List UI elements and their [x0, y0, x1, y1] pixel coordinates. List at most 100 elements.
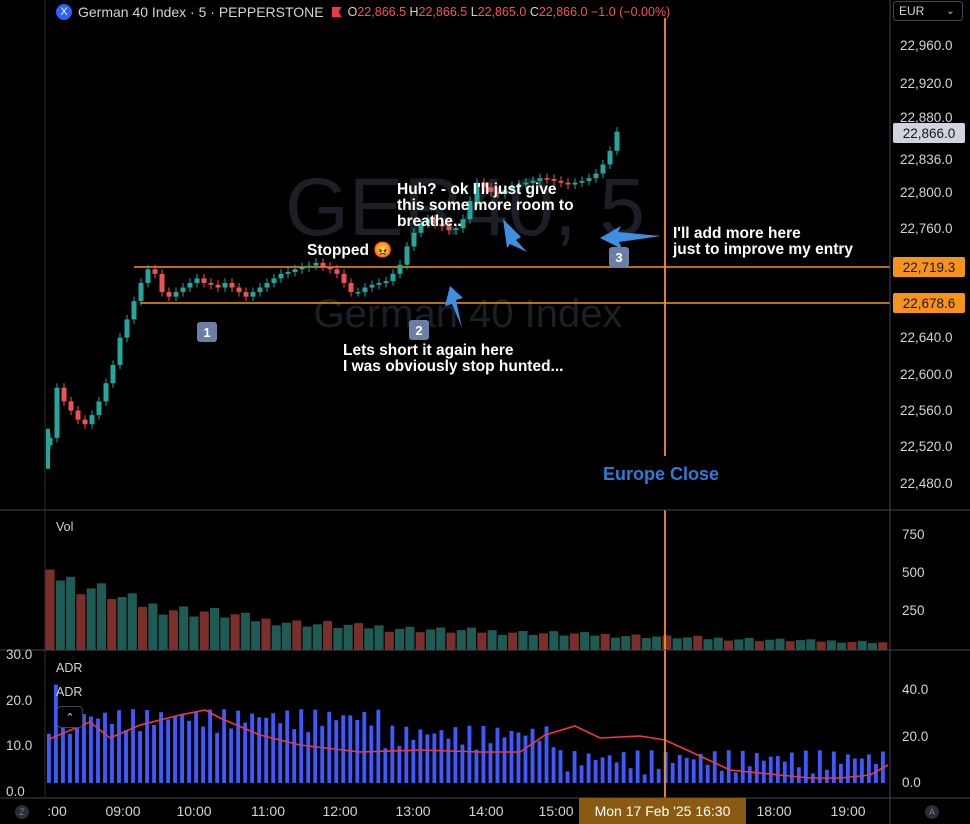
- candle-body: [404, 246, 410, 265]
- adr-bar: [103, 712, 107, 783]
- volume-bar: [415, 632, 425, 650]
- adr-bar: [656, 768, 661, 783]
- volume-bar: [230, 614, 240, 650]
- candle-body: [355, 292, 361, 294]
- price-axis-label: 22,480.0: [900, 476, 953, 491]
- annotation-huh[interactable]: Huh? - ok I'll just give this some more …: [397, 181, 574, 230]
- watermark-subtitle: German 40 Index: [313, 292, 622, 336]
- candle-body: [439, 223, 445, 227]
- adr-bar: [292, 729, 297, 783]
- candle-body: [180, 287, 186, 293]
- badge-1[interactable]: 1: [197, 322, 217, 342]
- symbol-title[interactable]: German 40 Index · 5 · PEPPERSTONE: [78, 4, 324, 20]
- volume-axis-label: 250: [902, 603, 925, 618]
- volume-bar: [734, 639, 744, 650]
- candle-body: [145, 269, 151, 283]
- adr-bar: [131, 709, 135, 783]
- time-axis-label: 12:00: [322, 803, 358, 819]
- volume-bar: [744, 638, 754, 650]
- timezone-z-icon[interactable]: Z: [15, 805, 29, 819]
- adr-label-2[interactable]: ADR: [56, 685, 83, 699]
- adr-label-1[interactable]: ADR: [56, 661, 83, 675]
- candle-body: [313, 262, 319, 266]
- volume-bar: [538, 633, 549, 650]
- candle-body: [544, 178, 550, 180]
- adr-bar: [243, 722, 248, 783]
- annotation-europe-close[interactable]: Europe Close: [603, 464, 720, 484]
- volume-bar: [343, 624, 353, 650]
- price-axis-label: 22,836.0: [900, 152, 953, 167]
- adr-bar: [698, 753, 703, 783]
- adr-bar: [817, 750, 822, 783]
- volume-bar: [271, 625, 281, 650]
- volume-label[interactable]: Vol: [56, 520, 74, 534]
- adr-bar: [474, 749, 479, 783]
- annotation-stopped[interactable]: Stopped 😡: [307, 242, 393, 259]
- candle-body: [46, 428, 50, 469]
- volume-bar: [693, 635, 703, 650]
- candle-body: [82, 419, 88, 425]
- adr-bar: [68, 733, 72, 783]
- adr-bar: [719, 770, 724, 783]
- volume-bar: [847, 641, 857, 650]
- badge-3[interactable]: 3: [609, 247, 629, 267]
- volume-bar: [724, 640, 734, 650]
- annotation-add-more[interactable]: I'll add more here just to improve my en…: [673, 225, 854, 258]
- adr-bar: [733, 772, 738, 783]
- volume-bar: [867, 643, 878, 650]
- volume-bar: [621, 636, 631, 650]
- adr-bar: [558, 750, 563, 783]
- adr-bar: [390, 725, 395, 783]
- badge-2[interactable]: 2: [409, 320, 429, 340]
- candle-body: [187, 282, 193, 288]
- adr-axis-label: 40.0: [902, 682, 929, 697]
- candle-body: [159, 273, 165, 293]
- volume-bar: [364, 628, 374, 650]
- volume-bar: [240, 612, 250, 650]
- volume-bar: [456, 630, 466, 650]
- volume-bar: [549, 631, 559, 650]
- adr-left-axis-label: 20.0: [6, 693, 33, 708]
- candle-body: [411, 232, 417, 247]
- adr-bar: [845, 754, 850, 783]
- adr-bar: [726, 750, 731, 783]
- candle-body: [222, 282, 228, 288]
- volume-bar: [45, 569, 55, 650]
- annotation-short-again[interactable]: Lets short it again here I was obviously…: [343, 342, 564, 375]
- volume-bar: [209, 607, 220, 650]
- adr-bar: [278, 723, 283, 783]
- adr-bar: [327, 711, 332, 783]
- adr-bar: [89, 716, 93, 783]
- adr-bar: [635, 750, 640, 783]
- adr-bar: [369, 725, 374, 783]
- volume-bar: [610, 637, 621, 650]
- candle-body: [229, 282, 235, 288]
- adr-bar: [509, 730, 514, 783]
- time-axis-label: 19:00: [830, 803, 866, 819]
- ohlc-values: O22,866.5 H22,866.5 L22,865.0 C22,866.0 …: [347, 5, 671, 19]
- volume-bar: [837, 642, 847, 650]
- candle-body: [579, 180, 585, 183]
- annotation-arrow: [503, 219, 527, 252]
- symbol-icon[interactable]: X: [56, 4, 72, 20]
- adr-left-axis-label: 30.0: [6, 647, 33, 662]
- volume-bar: [323, 621, 333, 650]
- candle-body: [334, 269, 340, 274]
- candle-body: [453, 228, 459, 231]
- candle-body: [607, 150, 613, 165]
- currency-select[interactable]: EUR ⌄: [893, 1, 963, 21]
- chevron-up-icon[interactable]: ⌃: [57, 706, 83, 728]
- volume-bar: [682, 637, 692, 650]
- adr-bar: [250, 713, 255, 783]
- auto-scale-a-icon[interactable]: A: [925, 805, 939, 819]
- time-axis-label: 15:00: [538, 803, 574, 819]
- adr-bar: [579, 765, 584, 783]
- volume-bar: [436, 627, 446, 650]
- candle-body: [61, 387, 67, 402]
- adr-bar: [551, 747, 556, 783]
- candle-body: [460, 219, 466, 229]
- price-tag-lower: 22,678.6: [893, 293, 965, 313]
- red-flag-icon[interactable]: [331, 7, 342, 17]
- volume-bar: [497, 634, 507, 650]
